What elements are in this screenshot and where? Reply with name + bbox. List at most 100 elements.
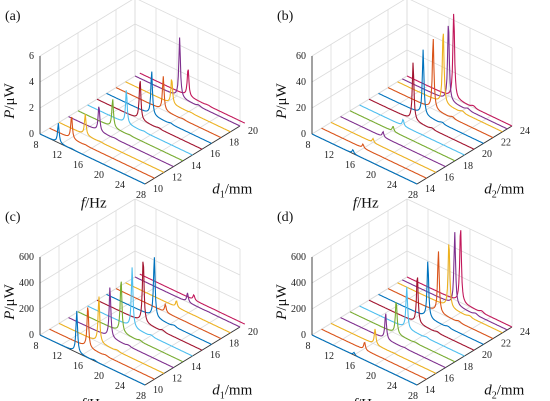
gridline [134, 198, 241, 250]
p-tick-label: 40 [296, 77, 306, 88]
gridline [311, 0, 405, 57]
gridline [353, 296, 450, 356]
f-tick-label: 24 [387, 381, 397, 392]
f-axis-title: f/Hz [81, 196, 107, 212]
f-tick-label: 28 [136, 190, 146, 201]
gridline [311, 250, 408, 310]
panel-label: (b) [277, 9, 294, 24]
series-line-9 [115, 76, 222, 139]
d-tick-label: 10 [153, 385, 163, 396]
series-line-6 [87, 90, 193, 156]
d-tick-label: 20 [482, 350, 492, 361]
series-line-3 [330, 322, 437, 374]
f-tick-label: 20 [366, 170, 376, 181]
f-tick-label: 8 [34, 341, 39, 352]
series-line-7 [96, 261, 203, 351]
gridline [81, 296, 178, 356]
series-line-1 [311, 334, 418, 386]
f-tick-label: 16 [345, 361, 355, 372]
f-tick-label: 12 [324, 150, 334, 161]
d-tick-label: 20 [482, 149, 492, 160]
gridline [134, 23, 241, 75]
series-line-5 [349, 302, 456, 363]
d-tick-label: 10 [153, 184, 163, 195]
gridline [311, 224, 408, 284]
d-tick-label: 16 [444, 373, 454, 384]
gridline [311, 49, 408, 109]
gridline [39, 0, 133, 57]
f-tick-label: 12 [52, 150, 62, 161]
d-tick-label: 20 [248, 327, 258, 338]
d-tick-label: 14 [425, 184, 435, 195]
gridline [353, 95, 450, 155]
series-line-3 [330, 121, 437, 173]
gridline [39, 23, 136, 83]
series-line-6 [87, 267, 193, 357]
f-axis-title: f/Hz [353, 397, 379, 401]
series-line-7 [368, 62, 475, 150]
panel-label: (d) [277, 210, 294, 225]
p-tick-label: 600 [291, 252, 306, 263]
series-line-7 [96, 81, 203, 150]
series-line-2 [49, 116, 155, 179]
d-axis-title: d2/mm [484, 383, 524, 401]
gridline [39, 224, 136, 284]
p-tick-label: 0 [301, 129, 306, 140]
f-tick-label: 16 [345, 160, 355, 171]
series-line-5 [77, 281, 184, 363]
f-tick-label: 8 [306, 140, 311, 151]
panel-b: 8 12 16 20 24 28 14 16 18 20 22 24 0 20 40 60 (b) f/Hz d2/… [274, 0, 530, 212]
f-tick-label: 28 [408, 391, 418, 401]
f-tick-label: 28 [136, 391, 146, 401]
p-axis-title: P/μW [274, 82, 290, 119]
f-tick-label: 8 [34, 140, 39, 151]
series-line-2 [321, 328, 427, 380]
d-tick-label: 24 [520, 126, 530, 137]
series-line-3 [58, 296, 165, 374]
series-line-11 [402, 25, 508, 130]
p-tick-label: 4 [29, 77, 34, 88]
d-tick-label: 12 [172, 373, 182, 384]
series-line-10 [125, 282, 231, 334]
f-tick-label: 20 [94, 170, 104, 181]
series-line-11 [134, 276, 241, 328]
series-line-7 [368, 277, 475, 351]
gridline [81, 95, 178, 155]
series-line-2 [49, 307, 155, 380]
series-line-5 [77, 99, 184, 162]
d-tick-label: 24 [520, 327, 530, 338]
d-tick-label: 16 [210, 350, 220, 361]
series-line-8 [378, 49, 484, 144]
f-tick-label: 24 [115, 381, 125, 392]
gridline [39, 250, 136, 310]
gridline [134, 224, 241, 276]
d-tick-label: 18 [229, 339, 239, 350]
series-line-12 [139, 69, 246, 124]
series-line-4 [340, 313, 446, 369]
series-line-11 [402, 232, 508, 331]
gridline [311, 198, 408, 258]
d-axis-title: d2/mm [484, 182, 524, 201]
p-tick-label: 6 [29, 51, 34, 62]
series-line-1 [39, 123, 146, 185]
p-tick-label: 200 [291, 304, 306, 315]
series-line-6 [359, 104, 465, 156]
d-tick-label: 18 [229, 138, 239, 149]
d-axis-title: d1/mm [212, 383, 252, 401]
gridline [39, 198, 136, 258]
series-line-2 [321, 127, 427, 179]
series-line-8 [378, 261, 484, 345]
series-line-1 [311, 133, 418, 185]
d-tick-label: 22 [501, 138, 511, 149]
p-tick-label: 0 [29, 129, 34, 140]
panel-label: (c) [5, 210, 21, 225]
d-tick-label: 12 [172, 172, 182, 183]
f-tick-label: 20 [94, 371, 104, 382]
series-line-1 [39, 310, 146, 386]
series-line-9 [387, 38, 494, 139]
f-tick-label: 28 [408, 190, 418, 201]
series-line-10 [397, 244, 503, 334]
panel-label: (a) [5, 9, 21, 24]
f-tick-label: 20 [366, 371, 376, 382]
